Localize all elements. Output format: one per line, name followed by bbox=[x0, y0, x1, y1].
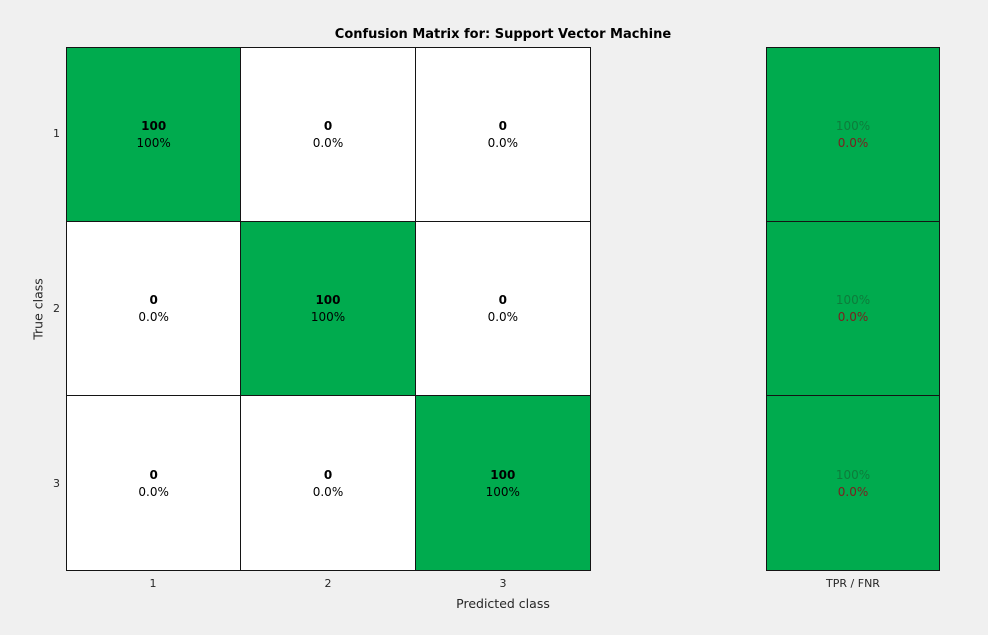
matrix-cell-3-1: 0 0.0% bbox=[67, 396, 242, 570]
tpr-value: 100% bbox=[835, 119, 871, 133]
matrix-cell-1-2: 0 0.0% bbox=[241, 48, 416, 222]
cell-percent: 0.0% bbox=[138, 310, 169, 324]
cell-count: 100 bbox=[315, 293, 341, 307]
tpr-value: 100% bbox=[835, 293, 871, 307]
x-axis-label: Predicted class bbox=[456, 596, 550, 611]
cell-percent: 0.0% bbox=[138, 484, 169, 499]
summary-cell-2: 100% 0.0% bbox=[767, 222, 939, 396]
x-tick-2: 2 bbox=[324, 577, 332, 590]
cell-count: 100 bbox=[141, 119, 167, 133]
cell-percent: 0.0% bbox=[487, 310, 519, 324]
y-tick-3: 3 bbox=[53, 477, 60, 490]
y-tick-2: 2 bbox=[53, 302, 60, 315]
cell-count: 0 bbox=[149, 293, 158, 307]
cell-count: 0 bbox=[323, 467, 333, 482]
matrix-cell-3-2: 0 0.0% bbox=[241, 396, 416, 570]
cell-percent: 0.0% bbox=[312, 136, 344, 150]
x-tick-1: 1 bbox=[149, 577, 157, 590]
matrix-cell-2-3: 0 0.0% bbox=[415, 222, 590, 396]
cell-count: 0 bbox=[498, 293, 507, 307]
matrix-cell-1-1: 100 100% bbox=[67, 48, 242, 222]
matrix-cell-1-3: 0 0.0% bbox=[415, 48, 590, 222]
fnr-value: 0.0% bbox=[837, 310, 869, 324]
fnr-value: 0.0% bbox=[837, 484, 869, 499]
tpr-value: 100% bbox=[835, 467, 871, 482]
cell-percent: 100% bbox=[485, 484, 520, 499]
cell-count: 0 bbox=[149, 467, 158, 482]
cell-count: 0 bbox=[323, 119, 333, 133]
x-tick-3: 3 bbox=[499, 577, 507, 590]
y-tick-1: 1 bbox=[53, 127, 60, 140]
cell-percent: 0.0% bbox=[312, 484, 344, 499]
cell-percent: 100% bbox=[310, 310, 346, 324]
matrix-cell-2-1: 0 0.0% bbox=[67, 222, 242, 396]
cell-count: 100 bbox=[490, 467, 516, 482]
row-summary-column: 100% 0.0% 100% 0.0% 100% 0.0% bbox=[766, 47, 940, 571]
confusion-matrix-grid: 100 100% 0 0.0% 0 0.0% 0 0.0% 100 100% 0… bbox=[66, 47, 591, 571]
summary-cell-1: 100% 0.0% bbox=[767, 48, 939, 222]
summary-cell-3: 100% 0.0% bbox=[767, 396, 939, 570]
cell-percent: 0.0% bbox=[487, 136, 519, 150]
cell-count: 0 bbox=[498, 119, 507, 133]
fnr-value: 0.0% bbox=[837, 136, 869, 150]
cell-percent: 100% bbox=[136, 136, 171, 150]
x-tick-summary: TPR / FNR bbox=[826, 577, 880, 590]
matrix-cell-2-2: 100 100% bbox=[241, 222, 416, 396]
matrix-cell-3-3: 100 100% bbox=[415, 396, 590, 570]
chart-title: Confusion Matrix for: Support Vector Mac… bbox=[334, 27, 672, 42]
